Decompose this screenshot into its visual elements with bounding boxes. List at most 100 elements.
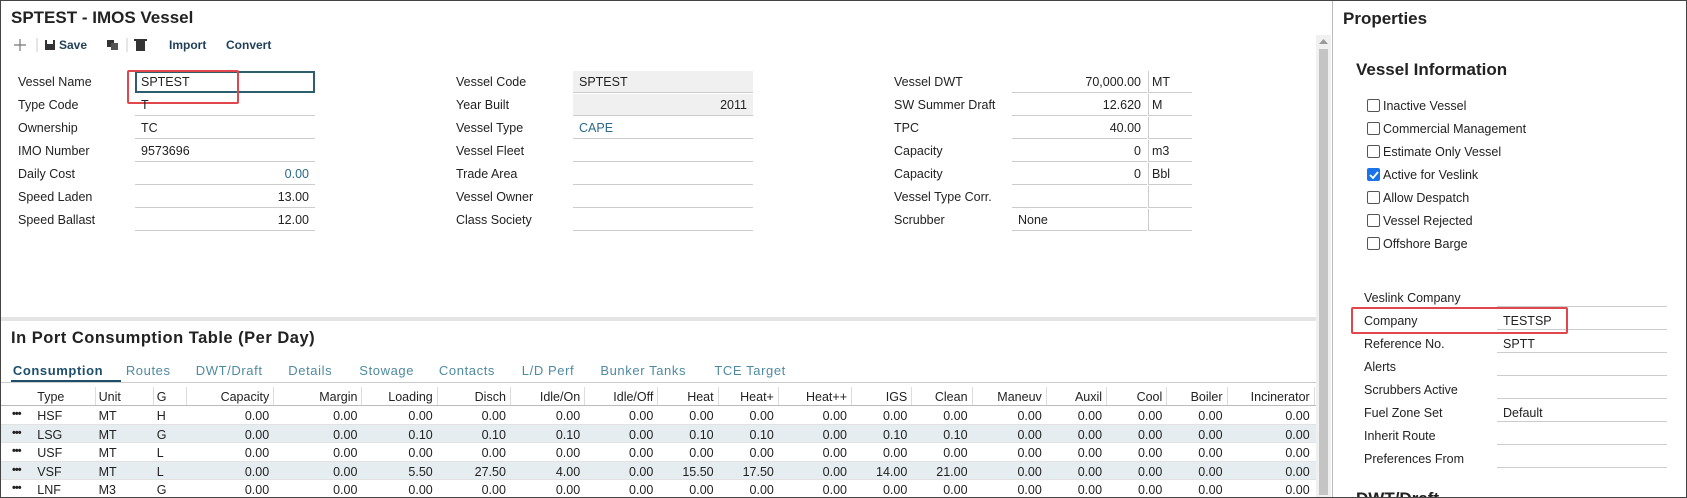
table-row[interactable] (1, 424, 1316, 444)
row-menu[interactable]: ••• (12, 408, 22, 421)
tab[interactable]: TCE Target (714, 363, 786, 378)
column-header: IGS (885, 390, 908, 404)
tab[interactable]: Bunker Tanks (600, 363, 687, 378)
table-row[interactable] (1, 480, 1316, 497)
save-icon[interactable] (45, 40, 55, 50)
checkbox[interactable] (1367, 168, 1380, 181)
unit-input[interactable] (1148, 71, 1192, 93)
unit-input[interactable] (1148, 209, 1192, 231)
scroll-up[interactable] (1318, 37, 1329, 45)
column-separator (777, 387, 779, 406)
tab[interactable]: DWT/Draft (195, 363, 263, 378)
field-input[interactable] (1012, 209, 1147, 231)
field-input[interactable] (1012, 71, 1147, 93)
property-value: Default (1503, 406, 1543, 420)
property-input[interactable] (1497, 285, 1667, 307)
field-input[interactable] (573, 163, 753, 185)
property-input[interactable] (1497, 331, 1667, 353)
table-row[interactable] (1, 461, 1316, 480)
field-input[interactable] (135, 117, 315, 139)
table-row[interactable] (1, 443, 1316, 462)
property-input[interactable] (1497, 423, 1667, 445)
tab[interactable]: Contacts (438, 363, 496, 378)
checkbox-label[interactable]: Allow Despatch (1383, 191, 1470, 205)
field-input[interactable] (1012, 94, 1147, 116)
checkbox[interactable] (1367, 214, 1380, 227)
property-input[interactable] (1497, 377, 1667, 399)
property-label: Scrubbers Active (1364, 383, 1458, 397)
field-label: Vessel Type Corr. (894, 190, 992, 204)
property-label: Alerts (1364, 360, 1396, 374)
column-header: Cool (1136, 390, 1163, 404)
field-input[interactable] (573, 186, 753, 208)
delete-icon[interactable] (136, 41, 145, 51)
toolbar-button[interactable]: Import (169, 38, 207, 52)
column-header: Heat+ (740, 390, 774, 404)
row-menu[interactable]: ••• (12, 482, 22, 494)
unit-input[interactable] (1148, 163, 1192, 185)
field-input[interactable] (1012, 186, 1147, 208)
checkbox-label[interactable]: Inactive Vessel (1383, 99, 1467, 113)
property-input[interactable] (1497, 308, 1667, 330)
field-label: Scrubber (894, 213, 945, 227)
checkbox-label[interactable]: Estimate Only Vessel (1383, 145, 1502, 159)
table-cell: 0.00 (1077, 446, 1103, 461)
checkbox-label[interactable]: Active for Veslink (1383, 168, 1479, 182)
checkbox[interactable] (1367, 191, 1380, 204)
checkbox-label[interactable]: Offshore Barge (1383, 237, 1468, 251)
table-cell: 0.00 (333, 409, 358, 424)
field-input[interactable] (135, 209, 315, 231)
unit-input[interactable] (1148, 140, 1192, 162)
field-input[interactable] (1012, 140, 1147, 162)
tab[interactable]: Consumption (12, 363, 104, 378)
table-cell: G (156, 483, 167, 497)
field-value: 9573696 (141, 144, 190, 158)
property-input[interactable] (1497, 400, 1667, 422)
scrollbar-thumb[interactable] (1319, 49, 1328, 495)
table-cell: 0.00 (1198, 427, 1223, 442)
row-menu[interactable]: ••• (12, 426, 22, 439)
checkbox-label[interactable]: Commercial Management (1383, 122, 1527, 136)
toolbar-button[interactable]: Convert (226, 38, 272, 52)
column-header: Boiler (1190, 390, 1223, 404)
add-icon[interactable] (14, 39, 26, 51)
field-label: Capacity (894, 167, 943, 181)
field-label: TPC (894, 121, 919, 135)
property-input[interactable] (1497, 354, 1667, 376)
table-cell: 0.00 (1285, 464, 1310, 479)
checkbox[interactable] (1367, 122, 1380, 135)
row-menu[interactable]: ••• (12, 463, 22, 476)
column-separator (1166, 387, 1168, 406)
field-input[interactable] (135, 94, 315, 116)
unit-input[interactable] (1148, 186, 1192, 208)
tab[interactable]: Routes (125, 363, 171, 378)
table-cell: 0.00 (1017, 409, 1042, 424)
checkbox[interactable] (1367, 99, 1380, 112)
checkbox[interactable] (1367, 237, 1380, 250)
table-row[interactable] (1, 406, 1316, 425)
table-cell: 0.00 (555, 446, 581, 461)
property-input[interactable] (1497, 446, 1667, 468)
checkbox-label[interactable]: Vessel Rejected (1383, 214, 1473, 228)
copy-icon[interactable] (107, 40, 114, 47)
checkbox[interactable] (1367, 145, 1380, 158)
field-input[interactable] (135, 186, 315, 208)
field-input[interactable] (1012, 117, 1147, 139)
tab[interactable]: Stowage (359, 363, 415, 378)
column-separator (971, 387, 973, 406)
table-cell: 0.00 (943, 446, 968, 461)
field-input[interactable] (573, 209, 753, 231)
field-input[interactable] (135, 140, 315, 162)
row-menu[interactable]: ••• (12, 445, 22, 458)
field-input[interactable] (135, 71, 315, 93)
toolbar-button[interactable]: Save (59, 38, 88, 52)
field-input[interactable] (573, 140, 753, 162)
unit-input[interactable] (1148, 117, 1192, 139)
tab[interactable]: Details (288, 363, 333, 378)
field-input[interactable] (573, 117, 753, 139)
table-cell: 0.00 (1077, 464, 1103, 479)
tab[interactable]: L/D Perf (521, 363, 575, 378)
field-input[interactable] (135, 163, 315, 185)
field-input[interactable] (1012, 163, 1147, 185)
unit-input[interactable] (1148, 94, 1192, 116)
